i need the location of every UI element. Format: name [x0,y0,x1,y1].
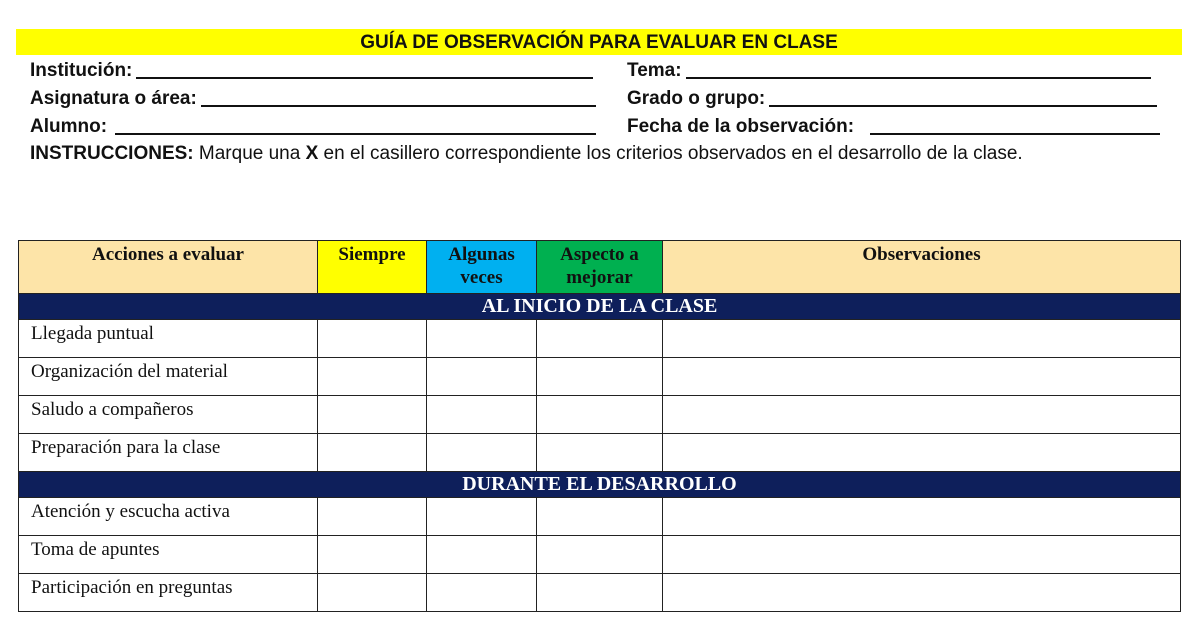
check-cell[interactable] [426,535,537,574]
table-row: Atención y escucha activa [18,497,1181,536]
table-row: Saludo a compañeros [18,395,1181,434]
check-cell[interactable] [536,497,663,536]
instructions-label: INSTRUCCIONES: [30,143,194,164]
action-label: Atención y escucha activa [18,497,318,536]
observations-cell[interactable] [662,357,1181,396]
check-cell[interactable] [536,433,663,472]
table-row: Organización del material [18,357,1181,396]
action-label: Participación en preguntas [18,573,318,612]
tema-field[interactable]: Tema: [627,58,1151,82]
check-cell[interactable] [317,395,427,434]
check-cell[interactable] [317,573,427,612]
asignatura-label: Asignatura o área: [30,88,197,109]
grado-label: Grado o grupo: [627,88,766,109]
check-cell[interactable] [317,319,427,358]
observations-cell[interactable] [662,573,1181,612]
tema-label: Tema: [627,60,682,81]
table-row: Toma de apuntes [18,535,1181,574]
check-cell[interactable] [426,357,537,396]
check-cell[interactable] [426,319,537,358]
fecha-field[interactable]: Fecha de la observación: [627,114,1160,138]
institucion-line[interactable] [136,59,593,79]
institucion-field[interactable]: Institución: [30,58,593,82]
fecha-label: Fecha de la observación: [627,116,855,137]
section-title: AL INICIO DE LA CLASE [18,293,1181,320]
observations-cell[interactable] [662,395,1181,434]
table-row: Preparación para la clase [18,433,1181,472]
column-header: Observaciones [662,240,1181,294]
alumno-line[interactable] [115,115,596,135]
grado-field[interactable]: Grado o grupo: [627,86,1157,110]
instructions-text: Marque una [193,143,306,164]
check-cell[interactable] [317,433,427,472]
check-cell[interactable] [426,433,537,472]
asignatura-field[interactable]: Asignatura o área: [30,86,596,110]
check-cell[interactable] [317,357,427,396]
column-header: Aspecto a mejorar [536,240,663,294]
check-cell[interactable] [426,573,537,612]
table-row: Participación en preguntas [18,573,1181,612]
action-label: Preparación para la clase [18,433,318,472]
action-label: Llegada puntual [18,319,318,358]
tema-line[interactable] [685,59,1151,79]
check-cell[interactable] [426,497,537,536]
column-header: Siempre [317,240,427,294]
observations-cell[interactable] [662,319,1181,358]
document-title: GUÍA DE OBSERVACIÓN PARA EVALUAR EN CLAS… [16,29,1182,55]
column-header: Acciones a evaluar [18,240,318,294]
institucion-label: Institución: [30,60,133,81]
check-cell[interactable] [317,535,427,574]
check-cell[interactable] [536,319,663,358]
section-title: DURANTE EL DESARROLLO [18,471,1181,498]
observation-table: Acciones a evaluar Siempre Algunas veces As… [18,240,1181,612]
fecha-line[interactable] [870,115,1160,135]
section-row: DURANTE EL DESARROLLO [18,471,1181,498]
instructions-text-2: en el casillero correspondiente los crit… [318,143,1023,164]
instructions: INSTRUCCIONES: Marque una X en el casill… [30,140,1130,168]
check-cell[interactable] [426,395,537,434]
check-cell[interactable] [536,573,663,612]
check-cell[interactable] [536,395,663,434]
check-cell[interactable] [536,357,663,396]
section-row: AL INICIO DE LA CLASE [18,293,1181,320]
observations-cell[interactable] [662,497,1181,536]
action-label: Organización del material [18,357,318,396]
action-label: Toma de apuntes [18,535,318,574]
action-label: Saludo a compañeros [18,395,318,434]
asignatura-line[interactable] [200,87,596,107]
alumno-field[interactable]: Alumno: [30,114,596,138]
observations-cell[interactable] [662,433,1181,472]
column-header: Algunas veces [426,240,537,294]
grado-line[interactable] [769,87,1157,107]
observations-cell[interactable] [662,535,1181,574]
check-cell[interactable] [317,497,427,536]
check-cell[interactable] [536,535,663,574]
instructions-x: X [305,143,319,164]
alumno-label: Alumno: [30,116,108,137]
table-row: Llegada puntual [18,319,1181,358]
